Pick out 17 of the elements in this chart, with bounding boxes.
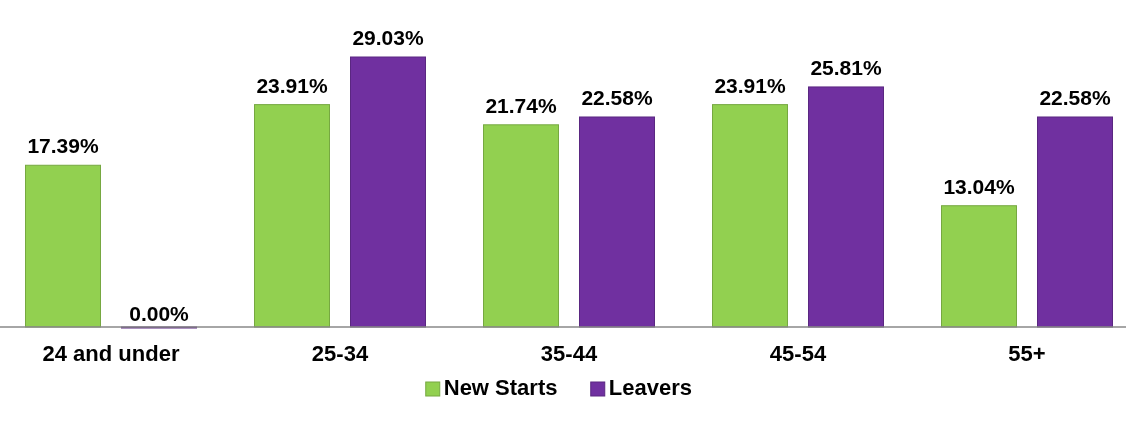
data-label: 25.81% <box>810 55 882 79</box>
data-label: 21.74% <box>485 93 557 117</box>
x-tick-label: 45-54 <box>769 341 827 366</box>
data-label: 29.03% <box>352 26 424 49</box>
data-label: 23.91% <box>256 73 328 97</box>
x-tick-label: 25-34 <box>311 341 369 366</box>
x-tick-label: 24 and under <box>42 341 180 366</box>
x-tick-label: 55+ <box>1008 341 1046 366</box>
data-label: 0.00% <box>129 302 190 325</box>
data-label: 22.58% <box>1039 85 1111 109</box>
data-label: 22.58% <box>581 85 653 109</box>
x-tick-label: 35-44 <box>540 341 598 366</box>
data-label: 13.04% <box>943 174 1015 198</box>
legend-label: Leavers <box>608 375 692 400</box>
data-label: 23.91% <box>714 73 786 97</box>
data-label: 17.39% <box>27 134 99 158</box>
legend-label: New Starts <box>443 375 558 400</box>
